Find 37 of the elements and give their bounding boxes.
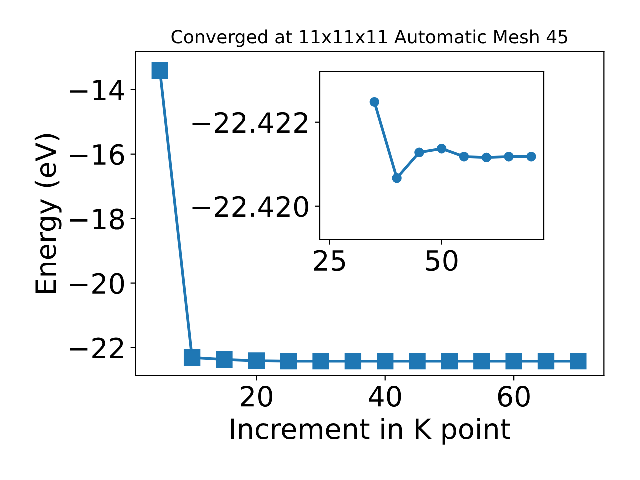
point xyxy=(312,353,330,370)
point xyxy=(409,353,426,370)
point xyxy=(377,353,394,370)
y-axis-title: Energy (eV) xyxy=(34,134,62,294)
x-tick-label: 50 xyxy=(426,250,458,272)
y-tick-label: −16 xyxy=(70,144,124,166)
x-tick-label: 40 xyxy=(369,386,402,408)
x-tick-label: 60 xyxy=(498,386,530,408)
y-tick-label: −22.422 xyxy=(192,112,308,133)
y-tick-label: −18 xyxy=(70,208,124,230)
point xyxy=(526,152,536,162)
point xyxy=(216,351,233,368)
y-tick-label: −22.420 xyxy=(192,196,308,218)
y-tick-label: −20 xyxy=(70,273,124,294)
point xyxy=(280,353,298,370)
point xyxy=(436,144,447,154)
point xyxy=(152,62,168,80)
point xyxy=(392,173,402,184)
point xyxy=(538,353,555,370)
chart-title: Converged at 11x11x11 Automatic Mesh 45 xyxy=(172,30,568,48)
point xyxy=(370,97,380,108)
x-axis-title: Increment in K point xyxy=(231,418,510,445)
point xyxy=(414,148,424,158)
point xyxy=(459,152,470,162)
point xyxy=(248,352,265,370)
point xyxy=(482,152,492,163)
y-tick-label: −14 xyxy=(70,80,124,100)
point xyxy=(570,353,587,370)
point xyxy=(441,353,458,370)
x-tick-label: 25 xyxy=(314,250,346,272)
point xyxy=(504,152,514,162)
point xyxy=(474,353,490,370)
point xyxy=(506,353,522,370)
point xyxy=(344,353,362,370)
point xyxy=(184,349,201,366)
x-tick-label: 20 xyxy=(241,386,272,408)
y-tick-label: −22 xyxy=(70,338,124,358)
